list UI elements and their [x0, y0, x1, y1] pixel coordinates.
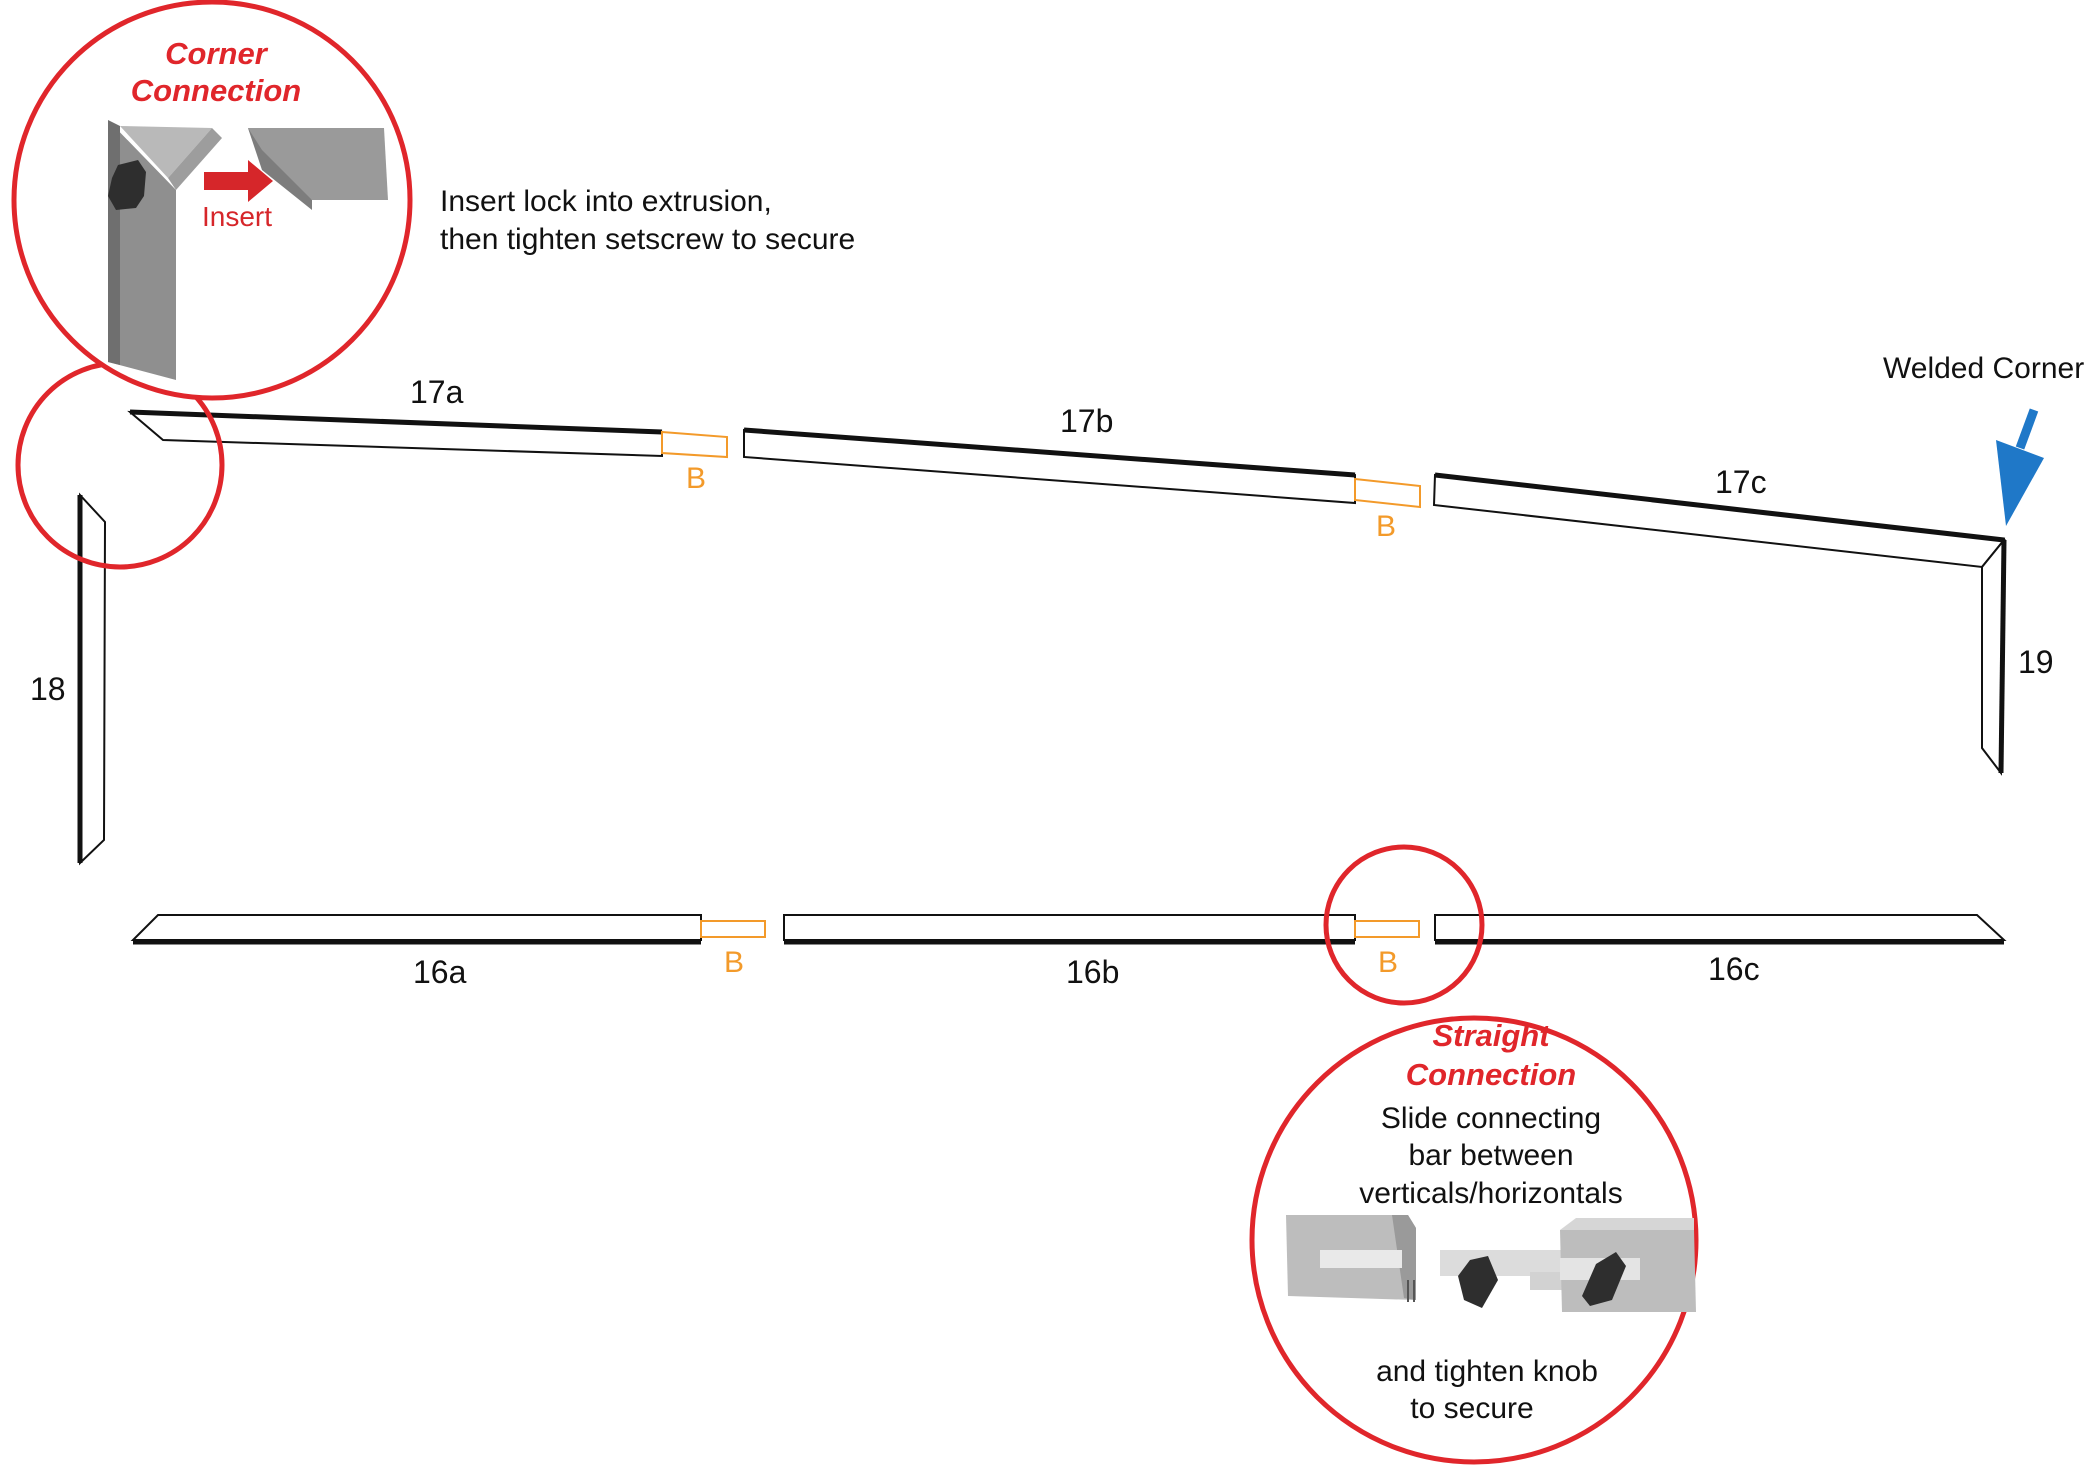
- straight-text-line-2: bar between: [1408, 1139, 1573, 1172]
- corner-note-line-1: Insert lock into extrusion,: [440, 185, 772, 218]
- insert-arrow-icon: [204, 160, 273, 202]
- label-16b: 16b: [1066, 954, 1119, 990]
- label-17a: 17a: [410, 374, 464, 410]
- straight-text-line-5: to secure: [1410, 1392, 1533, 1425]
- label-16a: 16a: [413, 954, 467, 990]
- fitted-knob-icon: [1582, 1252, 1626, 1306]
- straight-callout-circle: [1249, 1015, 1699, 1465]
- extrusion-16c: [1434, 914, 2007, 945]
- straight-text-line-1: Slide connecting: [1381, 1102, 1601, 1135]
- straight-callout-title-2: Connection: [1406, 1057, 1577, 1092]
- connector-bar-b2: [1354, 477, 1421, 509]
- corner-note-line-2: then tighten setscrew to secure: [440, 223, 855, 256]
- extrusion-19: [1981, 537, 2007, 776]
- label-connector-b2: B: [1376, 510, 1396, 543]
- knob-icon: [108, 160, 146, 210]
- insert-label: Insert: [202, 201, 272, 232]
- label-connector-b3: B: [724, 946, 744, 979]
- straight-connector-illustration: [1286, 1215, 1696, 1312]
- corner-callout-title-1: Corner: [165, 36, 269, 71]
- straight-text-line-3: verticals/horizontals: [1359, 1177, 1622, 1210]
- loose-knob-icon: [1458, 1256, 1498, 1308]
- connector-bar-b4: [1354, 920, 1420, 938]
- straight-callout-title-1: Straight: [1432, 1018, 1551, 1053]
- extrusion-17a: [127, 409, 663, 458]
- welded-corner-label: Welded Corner: [1883, 352, 2084, 385]
- straight-highlight-circle: [1323, 844, 1485, 1006]
- welded-corner-arrow-icon: [1996, 408, 2044, 526]
- straight-text-line-4: and tighten knob: [1376, 1355, 1598, 1388]
- label-19: 19: [2018, 644, 2054, 680]
- label-connector-b4: B: [1378, 946, 1398, 979]
- connector-bar-b3: [700, 920, 766, 938]
- label-17c: 17c: [1715, 464, 1767, 500]
- extrusion-16a: [130, 914, 702, 945]
- extrusion-17b: [743, 427, 1356, 505]
- label-17b: 17b: [1060, 403, 1113, 439]
- corner-lock-illustration: [108, 120, 388, 380]
- label-connector-b1: B: [686, 462, 706, 495]
- label-18: 18: [30, 671, 66, 707]
- extrusion-18: [77, 492, 107, 866]
- extrusion-16b: [783, 914, 1356, 945]
- label-16c: 16c: [1708, 951, 1760, 987]
- corner-callout-title-2: Connection: [131, 73, 302, 108]
- connector-bar-b1: [661, 430, 728, 459]
